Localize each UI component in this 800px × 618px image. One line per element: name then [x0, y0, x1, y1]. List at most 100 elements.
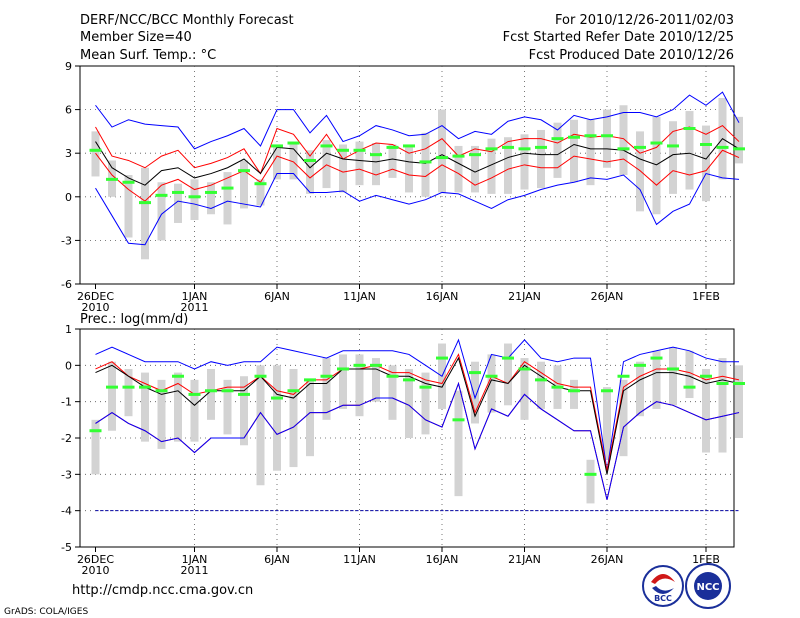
ensemble-box	[537, 129, 545, 189]
x-tick-label: 26JAN	[591, 553, 624, 566]
ensemble-box	[619, 105, 628, 175]
series-max	[95, 338, 739, 471]
y-tick-label: -4	[61, 505, 72, 518]
ncc-logo-inner	[694, 572, 722, 600]
header: DERF/NCC/BCC Monthly Forecast Member Siz…	[80, 13, 734, 63]
x-tick-label: 11JAN	[343, 553, 376, 566]
ensemble-box	[306, 379, 314, 457]
series-upper	[95, 353, 740, 471]
ensemble-box	[141, 167, 149, 260]
series-min	[95, 381, 740, 500]
x-tick-label: 21JAN	[508, 553, 541, 566]
median-marker	[617, 147, 630, 151]
median-marker	[700, 374, 712, 378]
x-tick-label: 6JAN	[264, 553, 290, 566]
median-marker	[304, 158, 316, 162]
median-marker	[683, 385, 696, 389]
ensemble-box	[355, 141, 364, 186]
x-tick-label: 16JAN	[426, 553, 459, 566]
ensemble-box	[586, 119, 595, 186]
ensemble-box	[586, 459, 595, 504]
bcc-logo-swirl-blue	[652, 586, 674, 594]
ensemble-box	[652, 116, 661, 215]
median-marker	[700, 142, 712, 146]
ensemble-box	[487, 138, 496, 194]
ensemble-box	[339, 144, 347, 193]
median-marker	[254, 374, 267, 378]
ensemble-box	[471, 361, 479, 424]
y-tick-label: 6	[65, 104, 72, 117]
median-marker	[122, 180, 135, 184]
ensemble-box	[603, 109, 611, 168]
ensemble-box	[273, 365, 281, 471]
ensemble-box	[471, 145, 479, 193]
ensemble-box	[388, 144, 397, 178]
median-marker	[601, 389, 613, 393]
x-tick-label: 26DEC	[77, 553, 114, 566]
median-marker	[304, 378, 316, 382]
median-marker	[419, 385, 432, 389]
ensemble-box	[603, 387, 611, 460]
ensemble-box	[735, 116, 743, 164]
median-marker	[584, 134, 597, 138]
ensemble-box	[355, 354, 364, 417]
median-marker	[667, 144, 679, 148]
median-marker	[518, 147, 531, 151]
ensemble-box	[520, 358, 529, 420]
ensemble-box	[322, 358, 331, 420]
ensemble-box	[702, 125, 710, 202]
median-marker	[403, 144, 415, 148]
ensemble-box	[405, 368, 413, 438]
ensemble-box	[652, 350, 661, 409]
bcc-logo-ring	[642, 565, 684, 607]
x-tick-label: 21JAN	[508, 290, 541, 303]
ensemble-box	[636, 361, 644, 417]
series-max	[95, 91, 740, 150]
median-marker	[485, 374, 498, 378]
median-marker	[172, 374, 184, 378]
median-marker	[122, 385, 135, 389]
median-marker	[502, 356, 514, 360]
ensemble-box	[537, 361, 545, 409]
ensemble-box	[157, 379, 166, 449]
series-mean	[95, 138, 740, 186]
ensemble-box	[372, 358, 380, 402]
median-marker	[551, 137, 564, 141]
median-marker	[650, 141, 663, 145]
median-marker	[716, 382, 729, 385]
median-marker	[172, 190, 184, 194]
header-variable: Mean Surf. Temp.: °C	[80, 48, 216, 63]
ncc-logo-text: NCC	[696, 582, 719, 593]
ensemble-box	[141, 372, 149, 442]
ensemble-box	[190, 379, 199, 442]
median-marker	[634, 145, 646, 149]
median-marker	[139, 385, 151, 389]
ensemble-box	[669, 121, 677, 194]
ensemble-box	[438, 109, 446, 193]
ensemble-box	[372, 143, 380, 186]
ensemble-box	[256, 179, 265, 206]
precip-panel-title: Prec.: log(mm/d)	[80, 312, 188, 327]
median-marker	[716, 145, 729, 149]
median-marker	[452, 418, 465, 422]
grads-credit: GrADS: COLA/IGES	[4, 607, 88, 617]
ensemble-box	[520, 134, 529, 190]
ensemble-box	[174, 372, 182, 442]
ensemble-box	[553, 122, 562, 178]
ensemble-box	[504, 137, 512, 194]
ensemble-box	[306, 150, 314, 194]
ensemble-box	[454, 145, 463, 193]
ensemble-box	[487, 354, 496, 413]
ensemble-box	[636, 131, 644, 212]
ensemble-box	[207, 182, 215, 215]
ensemble-box	[570, 119, 578, 183]
x-tick-year-label: 2010	[82, 564, 110, 577]
median-marker	[254, 182, 267, 186]
ensemble-box	[108, 361, 116, 431]
median-marker	[469, 153, 481, 157]
x-tick-year-label: 2011	[181, 301, 209, 314]
header-start-date: Fcst Started Refer Date 2010/12/25	[503, 30, 734, 45]
y-tick-label: 1	[65, 323, 72, 336]
median-marker	[353, 363, 366, 367]
